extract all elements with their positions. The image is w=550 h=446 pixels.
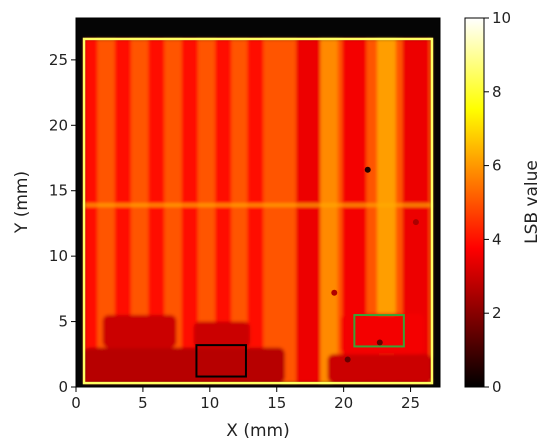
dark-region	[327, 354, 432, 384]
plot-frame	[75, 17, 441, 388]
y-tick-label: 15	[49, 182, 68, 200]
dark-spot	[344, 356, 351, 363]
stripe	[181, 38, 198, 384]
bright-band	[320, 38, 338, 384]
x-axis: 0 5 10 15 20 25	[71, 387, 420, 412]
dark-spot	[376, 339, 383, 346]
bright-band	[377, 38, 396, 384]
x-axis-title: X (mm)	[226, 421, 289, 441]
colorbar-tick-label: 2	[492, 304, 502, 322]
dark-spot	[364, 166, 371, 173]
y-tick-label: 0	[58, 378, 68, 396]
colorbar: 0 2 4 6 8 10 LSB value	[464, 9, 542, 396]
stripe	[296, 38, 322, 384]
sample-edge	[82, 37, 434, 385]
dark-spot	[331, 289, 338, 296]
y-tick-label: 10	[49, 247, 68, 265]
colorbar-tick-label: 8	[492, 83, 502, 101]
colorbar-tick-label: 4	[492, 230, 502, 248]
y-axis-title: Y (mm)	[12, 171, 32, 234]
heatmap-plot-area	[75, 17, 441, 388]
colorbar-tick-label: 6	[492, 157, 502, 175]
dark-region	[193, 321, 250, 348]
y-tick-label: 20	[49, 116, 68, 134]
x-tick-label: 0	[71, 394, 81, 412]
stripe	[148, 38, 165, 384]
colorbar-label: LSB value	[522, 160, 542, 244]
dark-region	[102, 315, 177, 348]
stripe	[114, 38, 131, 384]
green-roi-rectangle	[353, 314, 405, 348]
horizontal-line	[84, 203, 432, 207]
stripe	[84, 38, 98, 384]
x-tick-label: 20	[334, 394, 353, 412]
colorbar-tick-label: 0	[492, 378, 502, 396]
stripe	[247, 38, 264, 384]
x-tick-label: 25	[401, 394, 420, 412]
dark-region	[84, 347, 285, 384]
y-tick-label: 5	[58, 313, 68, 331]
x-tick-label: 10	[200, 394, 219, 412]
x-tick-label: 15	[267, 394, 286, 412]
stripe	[215, 38, 232, 384]
x-tick-label: 5	[138, 394, 148, 412]
black-roi-rectangle	[195, 344, 247, 378]
y-tick-label: 25	[49, 51, 68, 69]
colorbar-gradient	[464, 17, 485, 388]
colorbar-tick-label: 10	[492, 9, 511, 27]
dark-spot	[412, 219, 419, 226]
y-axis: 0 5 10 15 20 25	[49, 51, 76, 396]
